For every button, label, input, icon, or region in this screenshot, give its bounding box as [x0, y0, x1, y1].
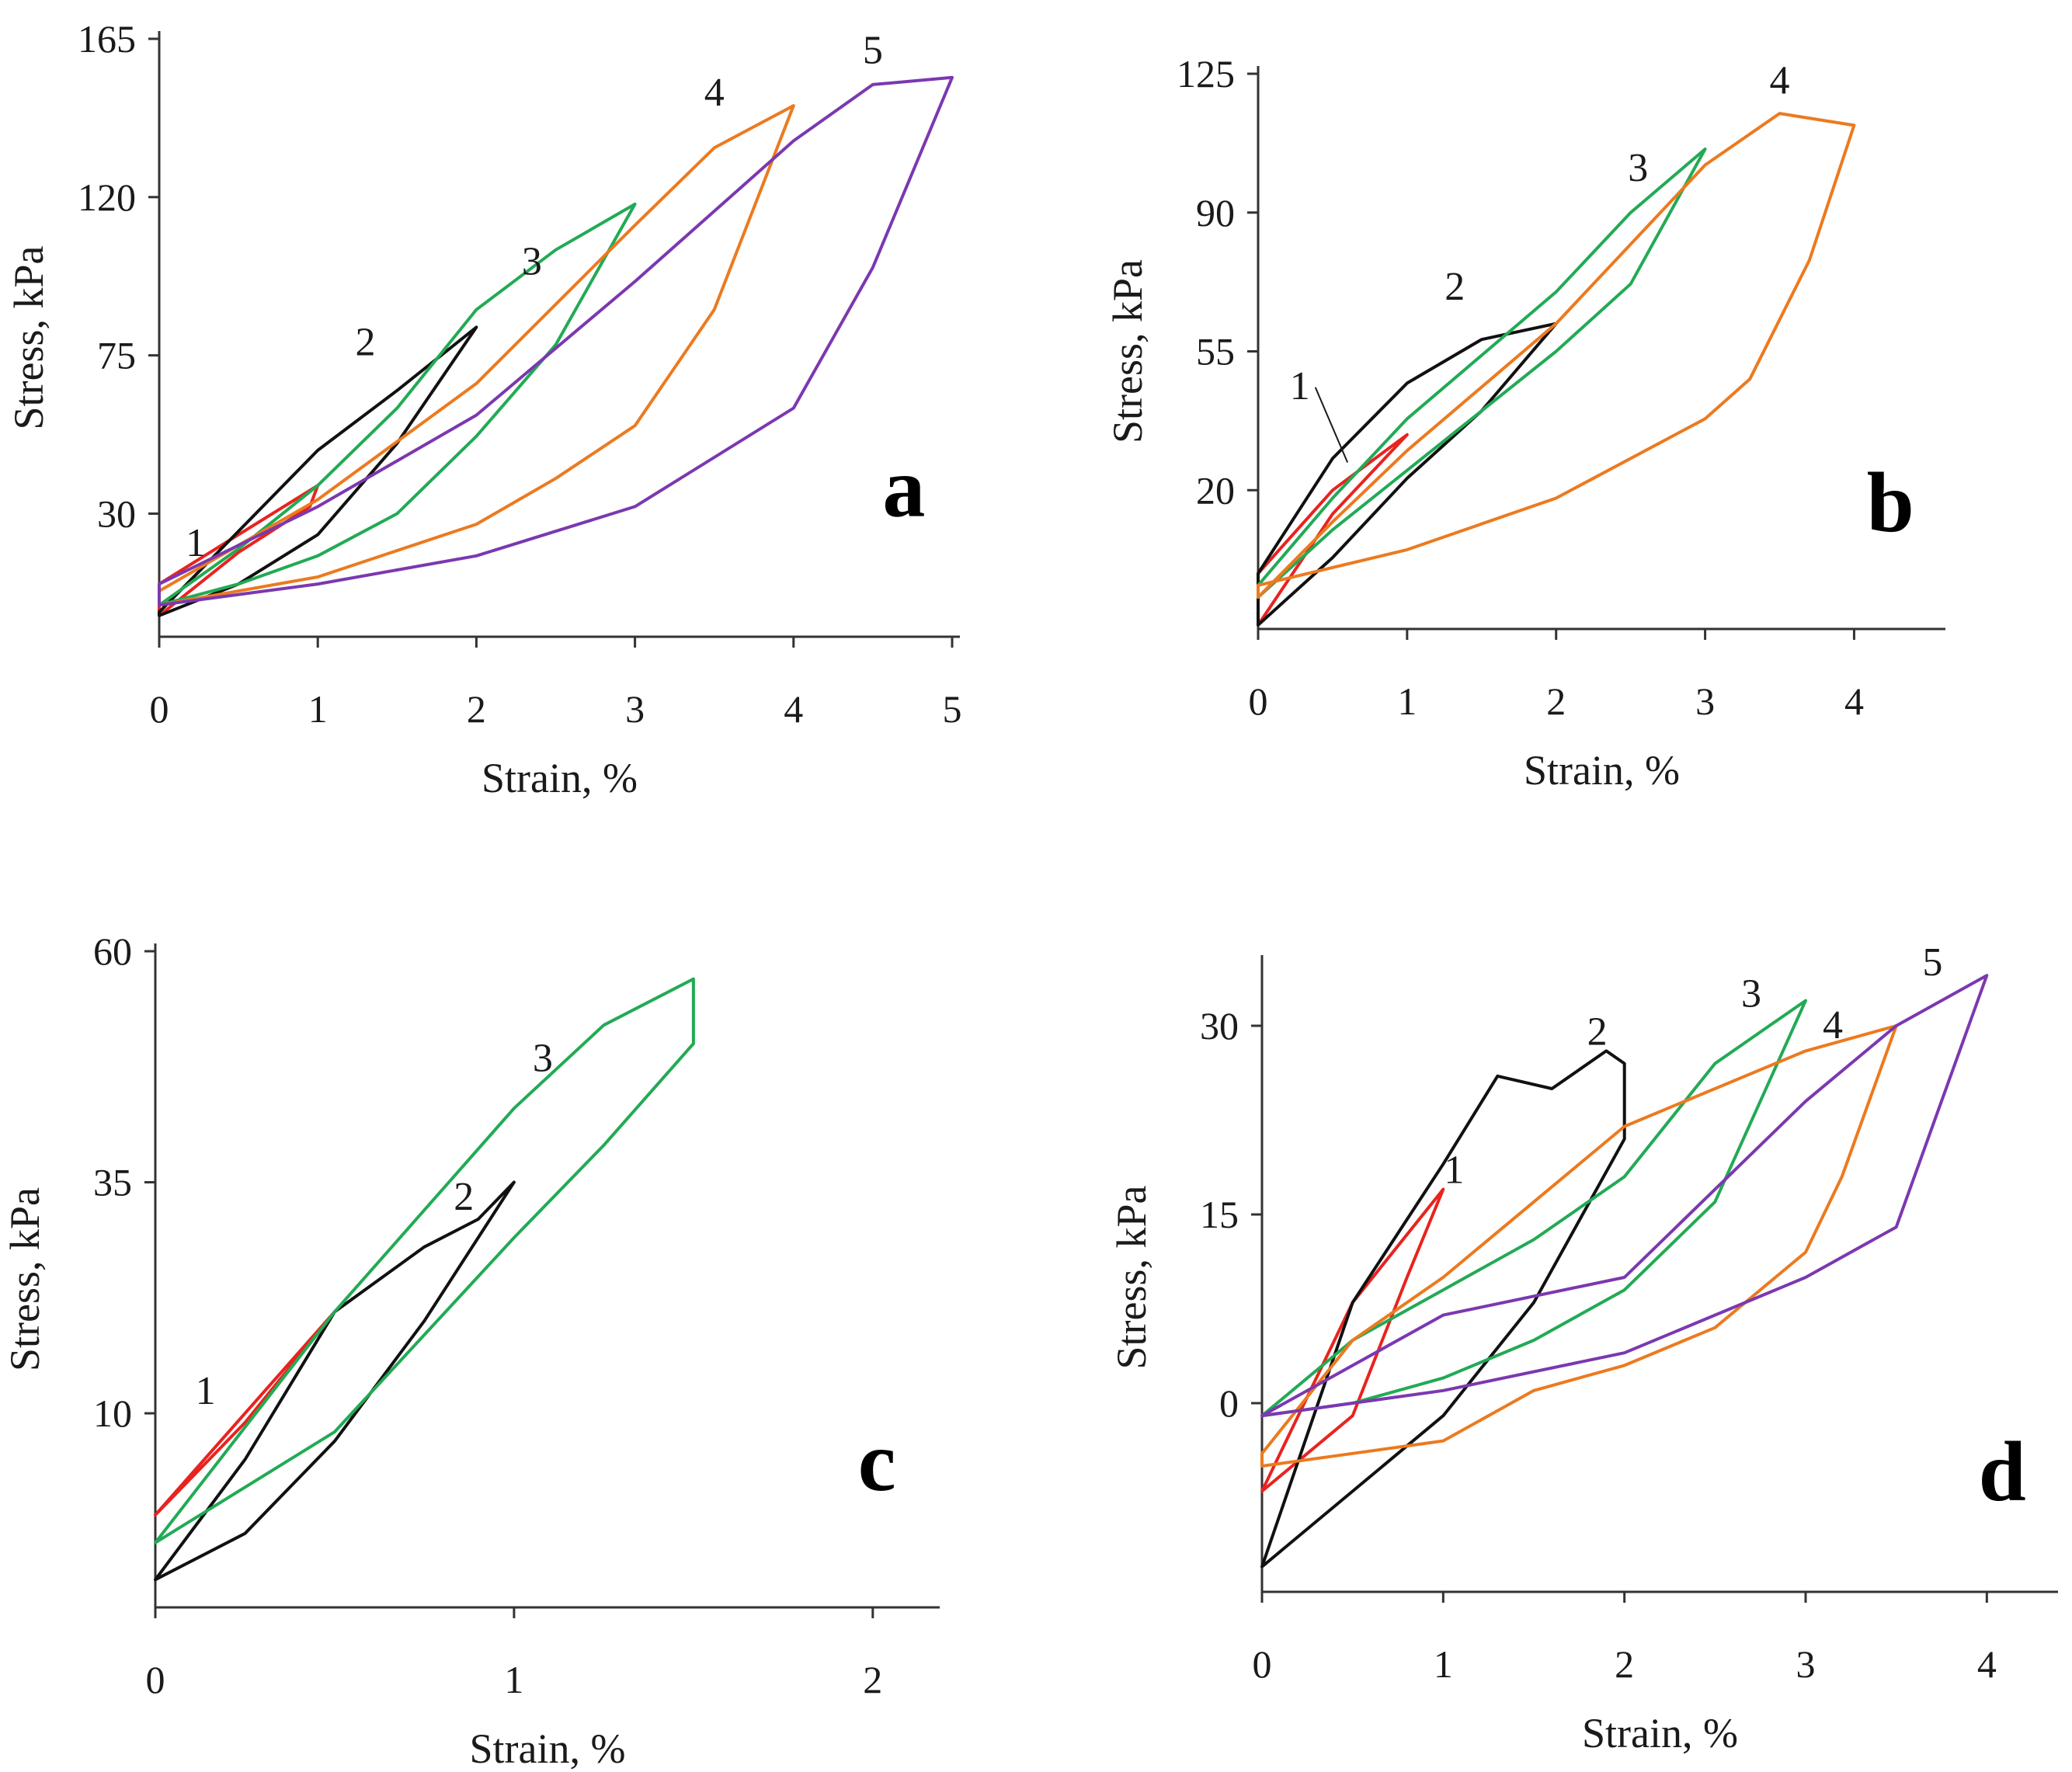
series-5-label: 5	[863, 29, 883, 73]
y-tick-label: 125	[1177, 52, 1235, 96]
x-tick-label: 0	[1249, 679, 1268, 723]
y-tick-label: 20	[1196, 468, 1235, 512]
series-2-label: 2	[355, 321, 375, 365]
series-1-label: 1	[186, 521, 206, 565]
y-tick-label: 55	[1196, 330, 1235, 374]
series-2-loop	[1257, 321, 1558, 627]
series-1-label: 1	[196, 1369, 216, 1413]
y-tick-label: 10	[93, 1392, 132, 1435]
panel-c: 0 1 2 10 35 60 Strain, % Stress, kPa 1 2 3 c	[2, 929, 940, 1772]
series-1-loop	[1260, 1187, 1445, 1493]
x-tick-label: 2	[1546, 679, 1566, 723]
x-tick-label: 4	[1977, 1642, 1997, 1686]
x-tick-label: 1	[504, 1658, 523, 1701]
series-2-loop	[1260, 1049, 1626, 1569]
y-tick-label: 75	[97, 334, 136, 377]
x-tick-label: 3	[1796, 1642, 1816, 1686]
y-axis-title: Stress, kPa	[2, 1187, 48, 1371]
x-tick-label: 3	[1695, 679, 1715, 723]
series-1-leader	[1314, 387, 1349, 463]
x-tick-label: 0	[146, 1658, 165, 1701]
x-tick-label: 0	[150, 687, 169, 731]
x-axis-title: Strain, %	[481, 755, 638, 801]
series-3-loop	[154, 977, 695, 1544]
y-axis-title: Stress, kPa	[1108, 1185, 1155, 1369]
panel-letter: d	[1979, 1424, 2026, 1519]
y-tick-label: 90	[1196, 191, 1235, 235]
x-tick-label: 0	[1253, 1642, 1272, 1686]
panel-d: 0 1 2 3 4 0 15 30 Strain, % Stress, kPa 1 2 3 4 5 d	[1108, 940, 2058, 1756]
x-axis-title: Strain, %	[1582, 1710, 1738, 1756]
panel-letter: b	[1867, 455, 1914, 550]
series-4-label: 4	[1823, 1003, 1843, 1048]
x-tick-label: 5	[943, 687, 962, 731]
x-tick-label: 2	[467, 687, 486, 731]
y-tick-label: 60	[93, 929, 132, 973]
x-axis-title: Strain, %	[1524, 747, 1680, 794]
series-4-label: 4	[1770, 59, 1790, 103]
series-3-label: 3	[1741, 972, 1761, 1016]
x-tick-label: 1	[308, 687, 328, 731]
series-1-label: 1	[1290, 364, 1310, 408]
y-tick-label: 165	[78, 17, 136, 61]
x-tick-label: 3	[625, 687, 645, 731]
panel-a: 0 1 2 3 4 5 30 75 120 165 Strain, % Stress, kPa 1 2 3 4…	[5, 17, 962, 801]
series-5-loop	[1260, 974, 1989, 1418]
series-2-label: 2	[1444, 265, 1465, 309]
series-2-loop	[154, 1180, 516, 1582]
series-3-loop	[1260, 999, 1807, 1418]
series-4-label: 4	[704, 71, 725, 115]
y-axis-title: Stress, kPa	[1104, 259, 1151, 443]
y-tick-label: 30	[97, 492, 136, 535]
x-tick-label: 4	[1844, 679, 1864, 723]
series-2-label: 2	[454, 1175, 474, 1219]
x-tick-label: 2	[863, 1658, 882, 1701]
y-tick-label: 120	[78, 175, 136, 219]
series-5-loop	[158, 75, 954, 607]
series-4-loop	[1260, 1024, 1898, 1468]
series-1-label: 1	[1444, 1148, 1464, 1193]
panel-letter: c	[858, 1414, 896, 1509]
panel-letter: a	[882, 440, 925, 534]
series-4-loop	[1257, 112, 1856, 599]
x-axis-title: Strain, %	[470, 1725, 626, 1772]
series-3-label: 3	[533, 1037, 553, 1081]
series-2-label: 2	[1587, 1009, 1608, 1054]
series-3-label: 3	[522, 239, 542, 283]
series-4-loop	[158, 104, 795, 607]
x-tick-label: 1	[1434, 1642, 1453, 1686]
series-3-loop	[1257, 148, 1707, 599]
y-tick-label: 30	[1200, 1004, 1239, 1048]
series-3-loop	[158, 202, 637, 607]
y-tick-label: 0	[1219, 1381, 1239, 1425]
y-tick-label: 35	[93, 1161, 132, 1204]
series-1-loop	[154, 1310, 336, 1517]
x-tick-label: 2	[1615, 1642, 1634, 1686]
y-axis-title: Stress, kPa	[5, 245, 52, 429]
x-tick-label: 1	[1397, 679, 1417, 723]
y-tick-label: 15	[1200, 1193, 1239, 1236]
x-tick-label: 4	[784, 687, 803, 731]
panel-b: 0 1 2 3 4 20 55 90 125 Strain, % Stress, kPa 1 2 3 4 b	[1104, 52, 1945, 794]
series-3-label: 3	[1628, 146, 1648, 190]
series-5-label: 5	[1922, 940, 1942, 985]
